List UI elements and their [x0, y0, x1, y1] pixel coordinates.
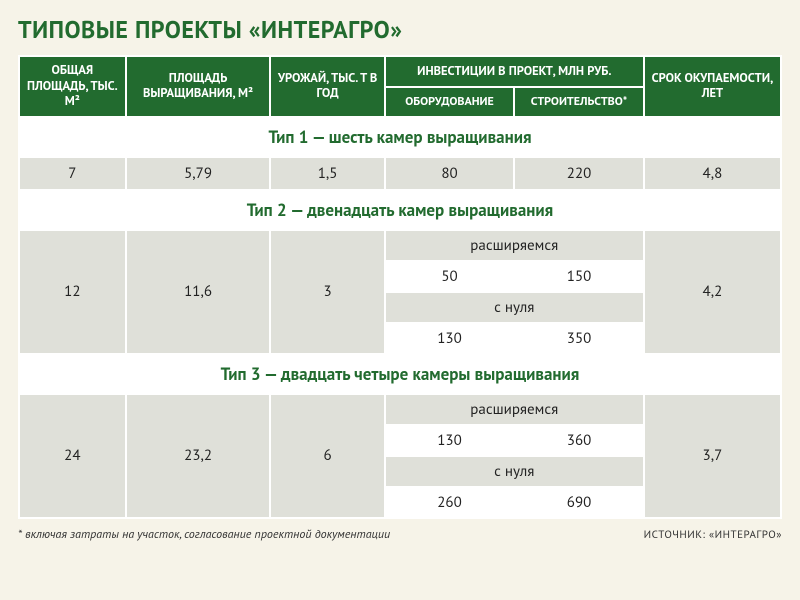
cell-total-area: 12: [19, 230, 126, 354]
section-type2-title: Тип 2 — двенадцать камер выращивания: [19, 190, 781, 230]
subhead-expanding: расширяемся: [385, 394, 644, 425]
table-row: 7 5,79 1,5 80 220 4,8: [19, 157, 781, 190]
subhead-from-scratch: с нуля: [385, 292, 644, 323]
section-type1-title: Тип 1 — шесть камер выращивания: [19, 117, 781, 157]
projects-table: ОБЩАЯ ПЛОЩАДЬ, ТЫС. М² ПЛОЩАДЬ ВЫРАЩИВАН…: [18, 55, 782, 519]
section-type3-title: Тип 3 — двадцать четыре камеры выращиван…: [19, 354, 781, 394]
table-row: 12 11,6 3 расширяемся 4,2: [19, 230, 781, 261]
subhead-expanding: расширяемся: [385, 230, 644, 261]
cell-payback: 3,7: [644, 394, 781, 518]
cell-equipment-expanding: 50: [385, 261, 515, 292]
footnote: * включая затраты на участок, согласован…: [18, 527, 390, 542]
col-equipment: ОБОРУДОВАНИЕ: [385, 87, 515, 117]
cell-payback: 4,8: [644, 157, 781, 190]
col-total-area: ОБЩАЯ ПЛОЩАДЬ, ТЫС. М²: [19, 56, 126, 117]
cell-construction-scratch: 690: [514, 487, 644, 518]
cell-construction: 220: [514, 157, 644, 190]
cell-grow-area: 23,2: [126, 394, 271, 518]
table-row: 24 23,2 6 расширяемся 3,7: [19, 394, 781, 425]
cell-construction-scratch: 350: [514, 323, 644, 354]
subhead-from-scratch: с нуля: [385, 456, 644, 487]
col-construction: СТРОИТЕЛЬСТВО*: [514, 87, 644, 117]
cell-grow-area: 11,6: [126, 230, 271, 354]
page-title: ТИПОВЫЕ ПРОЕКТЫ «ИНТЕРАГРО»: [18, 14, 782, 45]
cell-total-area: 7: [19, 157, 126, 190]
cell-equipment-scratch: 130: [385, 323, 515, 354]
cell-construction-expanding: 360: [514, 425, 644, 456]
source-label: ИСТОЧНИК: «ИНТЕРАГРО»: [644, 528, 782, 542]
cell-yield: 3: [270, 230, 384, 354]
cell-construction-expanding: 150: [514, 261, 644, 292]
cell-total-area: 24: [19, 394, 126, 518]
cell-yield: 1,5: [270, 157, 384, 190]
cell-grow-area: 5,79: [126, 157, 271, 190]
cell-yield: 6: [270, 394, 384, 518]
cell-equipment: 80: [385, 157, 515, 190]
cell-payback: 4,2: [644, 230, 781, 354]
col-yield: УРОЖАЙ, ТЫС. Т В ГОД: [270, 56, 384, 117]
cell-equipment-scratch: 260: [385, 487, 515, 518]
col-investments: ИНВЕСТИЦИИ В ПРОЕКТ, МЛН РУБ.: [385, 56, 644, 87]
col-grow-area: ПЛОЩАДЬ ВЫРАЩИВАНИЯ, М²: [126, 56, 271, 117]
col-payback: СРОК ОКУПАЕМОСТИ, ЛЕТ: [644, 56, 781, 117]
cell-equipment-expanding: 130: [385, 425, 515, 456]
